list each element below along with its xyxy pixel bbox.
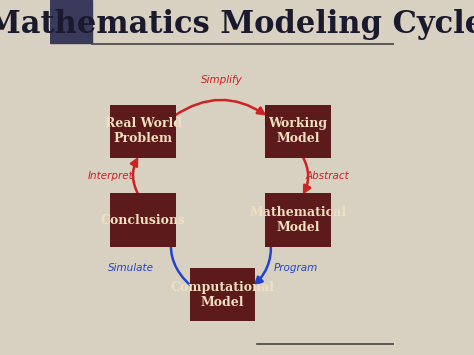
- FancyArrowPatch shape: [131, 159, 138, 195]
- FancyArrowPatch shape: [255, 234, 271, 284]
- FancyBboxPatch shape: [110, 105, 176, 158]
- Text: Mathematical
Model: Mathematical Model: [249, 206, 346, 234]
- Text: Real World
Problem: Real World Problem: [105, 118, 182, 145]
- FancyBboxPatch shape: [190, 268, 255, 321]
- FancyBboxPatch shape: [265, 193, 331, 247]
- Text: Conclusions: Conclusions: [100, 214, 186, 226]
- Text: Simplify: Simplify: [201, 75, 243, 85]
- Text: Program: Program: [274, 263, 319, 273]
- Text: Working
Model: Working Model: [268, 118, 328, 145]
- FancyBboxPatch shape: [265, 105, 331, 158]
- Text: Mathematics Modeling Cycle: Mathematics Modeling Cycle: [0, 9, 474, 40]
- Text: Abstract: Abstract: [305, 171, 349, 181]
- FancyArrowPatch shape: [303, 157, 310, 192]
- FancyArrowPatch shape: [175, 100, 264, 116]
- Text: Computational
Model: Computational Model: [170, 281, 274, 308]
- FancyBboxPatch shape: [110, 193, 176, 247]
- Text: Interpret: Interpret: [88, 171, 133, 181]
- Bar: [50, 0, 91, 43]
- FancyArrowPatch shape: [167, 236, 191, 286]
- Text: Simulate: Simulate: [108, 263, 154, 273]
